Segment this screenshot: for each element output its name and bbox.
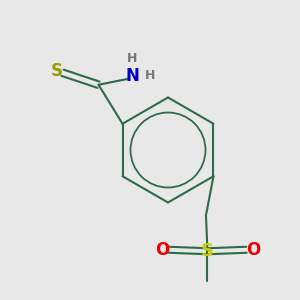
Text: O: O bbox=[155, 241, 169, 259]
Text: O: O bbox=[246, 241, 260, 259]
Text: H: H bbox=[145, 69, 155, 82]
Text: H: H bbox=[127, 52, 137, 65]
Text: S: S bbox=[201, 242, 214, 260]
Text: N: N bbox=[125, 67, 139, 85]
Text: S: S bbox=[51, 62, 63, 80]
